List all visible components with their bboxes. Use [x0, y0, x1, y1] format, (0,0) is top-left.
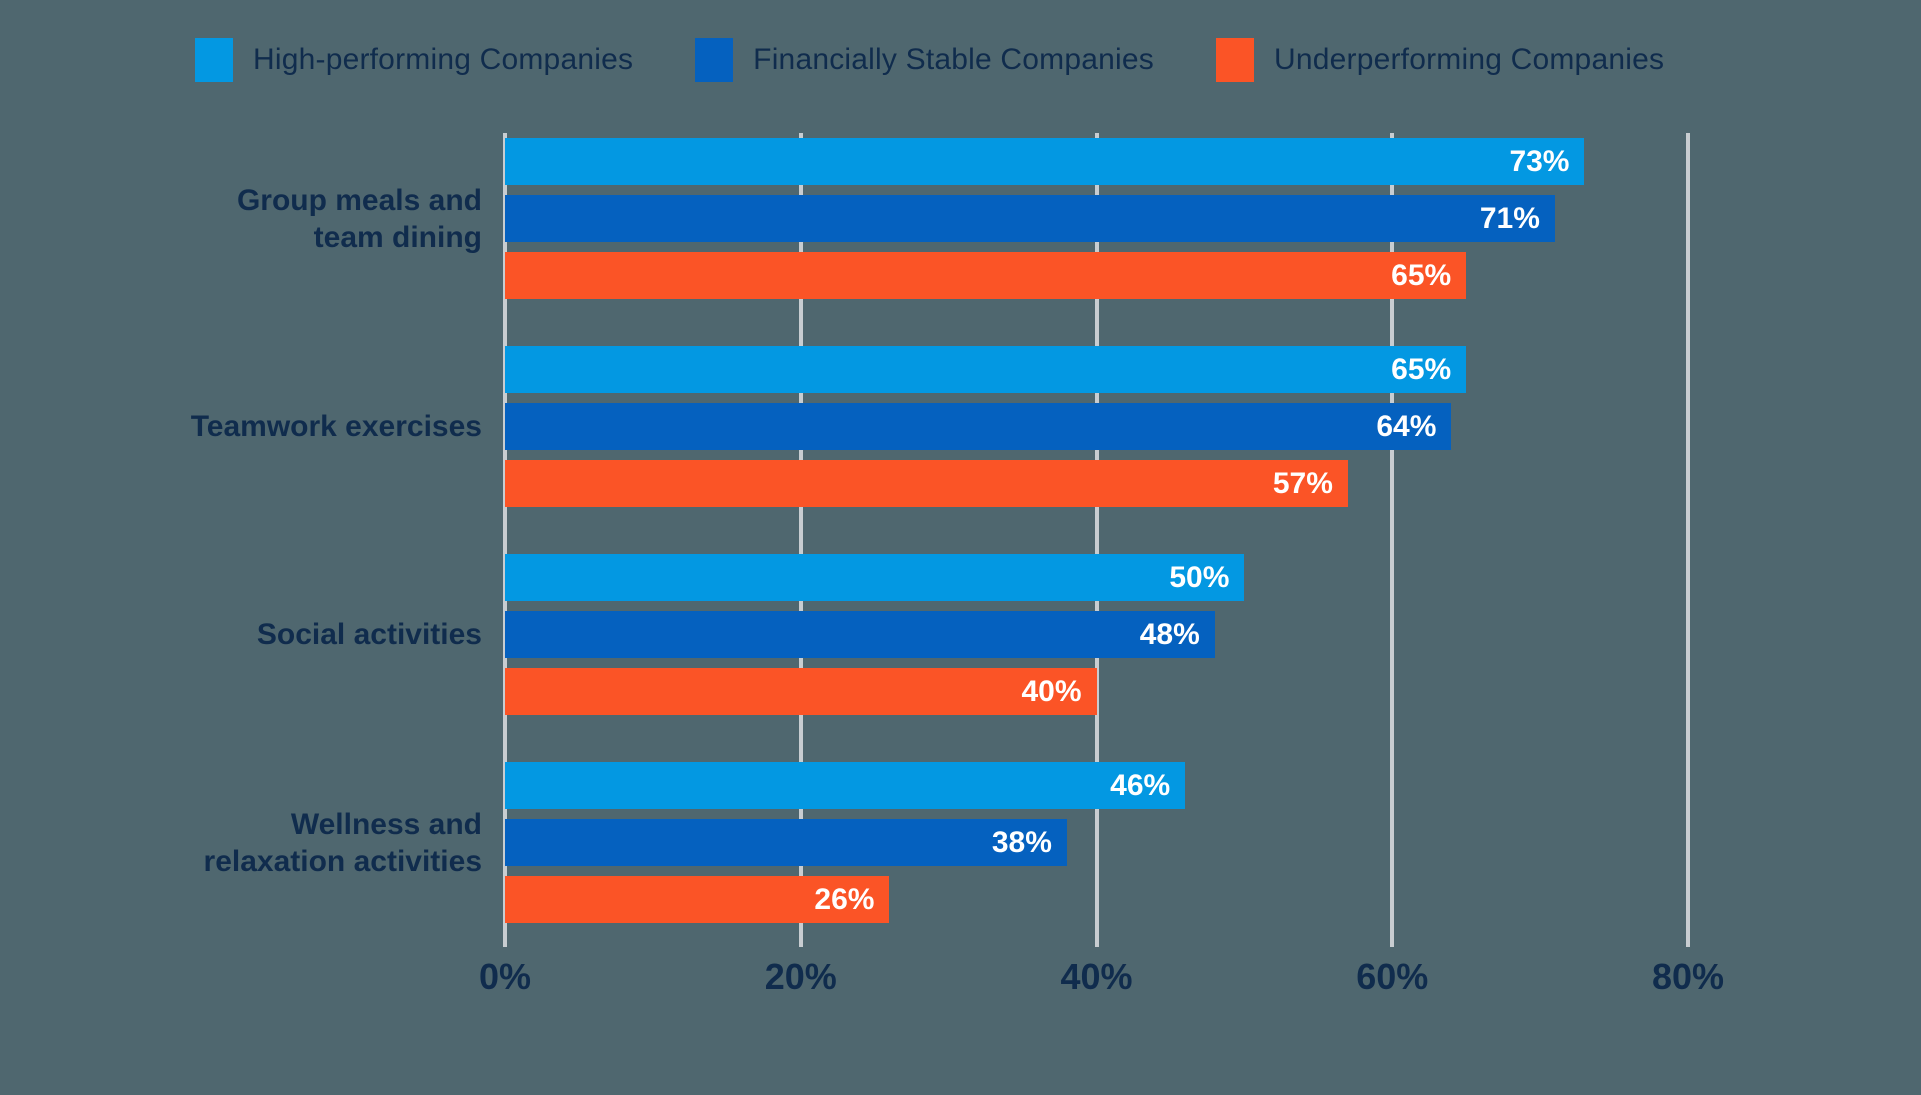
- legend-swatch: [695, 38, 734, 82]
- category-label: Social activities: [0, 554, 482, 715]
- bar-value-label: 48%: [1139, 617, 1200, 651]
- bar-value-label: 57%: [1272, 466, 1333, 500]
- bar: 73%: [505, 138, 1585, 185]
- bar-value-label: 71%: [1479, 201, 1540, 235]
- x-axis-tick-label: 0%: [478, 956, 532, 997]
- bar: 57%: [505, 460, 1348, 507]
- category-label: Group meals and team dining: [0, 138, 482, 299]
- bar-value-label: 50%: [1169, 560, 1230, 594]
- bar-value-label: 65%: [1391, 258, 1452, 292]
- legend-label: High-performing Companies: [253, 43, 634, 76]
- legend-label: Financially Stable Companies: [753, 43, 1154, 76]
- legend-item: Financially Stable Companies: [695, 38, 1154, 82]
- category-label-text: Teamwork exercises: [190, 410, 482, 443]
- x-axis-tick-label: 20%: [764, 956, 837, 997]
- legend-swatch: [195, 38, 233, 82]
- bar: 65%: [505, 252, 1467, 299]
- bar: 26%: [505, 876, 890, 923]
- bar: 65%: [505, 346, 1467, 393]
- bar: 38%: [505, 819, 1067, 866]
- bar: 50%: [505, 554, 1245, 601]
- bar: 48%: [505, 611, 1215, 658]
- gridline: [798, 133, 803, 947]
- category-label: Wellness and relaxation activities: [0, 762, 482, 923]
- category-label-text: Group meals and team dining: [236, 183, 482, 254]
- bar-value-label: 40%: [1021, 674, 1082, 708]
- legend: High-performing Companies Financially Sta…: [195, 38, 1664, 82]
- legend-label: Underperforming Companies: [1273, 43, 1665, 76]
- bar: 64%: [505, 403, 1452, 450]
- bar-value-label: 46%: [1110, 768, 1171, 802]
- gridline: [1686, 133, 1690, 947]
- legend-swatch: [1215, 38, 1254, 82]
- gridline: [1390, 133, 1395, 947]
- x-axis-tick-label: 80%: [1651, 956, 1725, 997]
- bar-value-label: 64%: [1376, 409, 1437, 443]
- bar: 40%: [505, 668, 1097, 715]
- category-label-text: Social activities: [256, 618, 482, 651]
- bar-value-label: 65%: [1391, 352, 1452, 386]
- category-label-text: Wellness and relaxation activities: [203, 807, 482, 878]
- legend-item: High-performing Companies: [195, 38, 633, 82]
- bar: 46%: [505, 762, 1186, 809]
- bar-value-label: 73%: [1509, 144, 1570, 178]
- bar-value-label: 38%: [991, 825, 1052, 859]
- legend-item: Underperforming Companies: [1215, 38, 1665, 82]
- category-label: Teamwork exercises: [0, 346, 482, 507]
- x-axis-tick-label: 60%: [1356, 956, 1429, 997]
- gridline: [1094, 133, 1099, 947]
- bar: 71%: [505, 195, 1555, 242]
- gridline: [503, 133, 507, 947]
- x-axis-tick-label: 40%: [1060, 956, 1133, 997]
- bar-value-label: 26%: [814, 882, 875, 916]
